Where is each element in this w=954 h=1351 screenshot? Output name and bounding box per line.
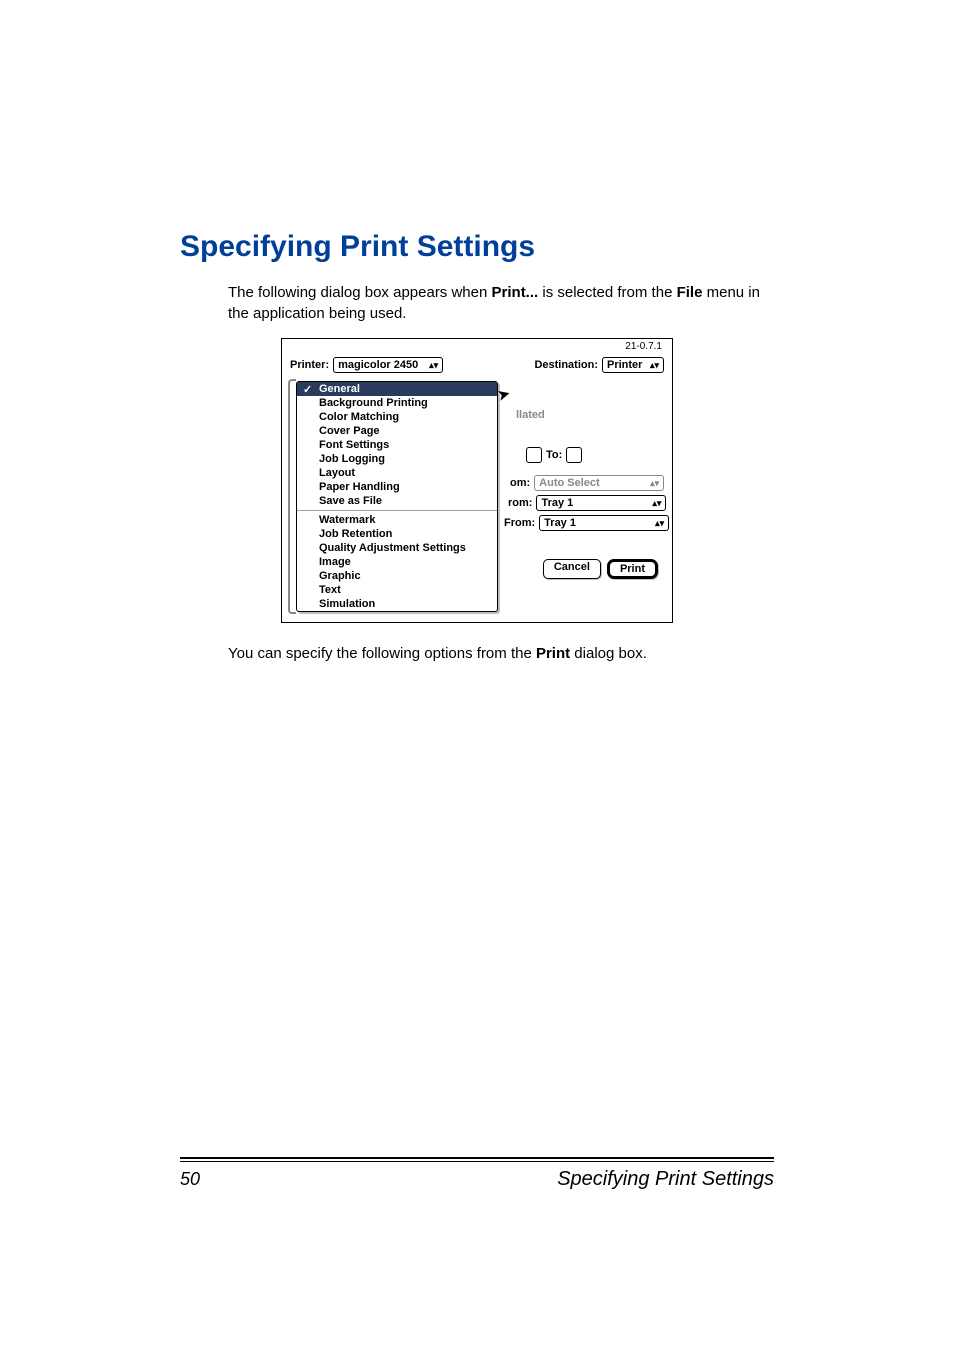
rom-select[interactable]: Tray 1 ▴▾ <box>536 495 666 511</box>
menu-item-quality-adjustment[interactable]: Quality Adjustment Settings <box>297 541 497 555</box>
menu-separator <box>297 510 497 511</box>
to-label: To: <box>546 449 562 461</box>
page-footer: 50 Specifying Print Settings <box>180 1157 774 1191</box>
dialog-illustration: 21-0.7.1 Printer: magicolor 2450 ▴▾ Dest… <box>180 338 774 623</box>
menu-item-general[interactable]: General <box>297 382 497 396</box>
outro-suffix: dialog box. <box>570 645 647 662</box>
partial-label-rom: rom: <box>508 497 532 509</box>
intro-bold2: File <box>677 284 703 301</box>
cancel-button[interactable]: Cancel <box>543 559 601 579</box>
destination-select-value: Printer <box>607 359 642 371</box>
from-select[interactable]: Tray 1 ▴▾ <box>539 515 669 531</box>
updown-icon: ▴▾ <box>651 519 664 528</box>
om-select-value: Auto Select <box>539 477 600 489</box>
intro-prefix: The following dialog box appears when <box>228 284 492 301</box>
from-label: From: <box>504 517 535 529</box>
range-to-field[interactable] <box>566 447 582 463</box>
printer-select-value: magicolor 2450 <box>338 359 418 371</box>
destination-select[interactable]: Printer ▴▾ <box>602 357 664 373</box>
printer-label: Printer: <box>290 359 329 371</box>
intro-bold1: Print... <box>492 284 539 301</box>
range-from-field[interactable] <box>526 447 542 463</box>
menu-item-paper-handling[interactable]: Paper Handling <box>297 480 497 494</box>
outro-paragraph: You can specify the following options fr… <box>228 643 774 664</box>
dialog-right-panel: llated To: om: Auto Select ▴▾ <box>496 381 658 612</box>
dialog-top-row: Printer: magicolor 2450 ▴▾ Destination: … <box>290 357 664 373</box>
partial-text-llated: llated <box>516 409 545 421</box>
menu-item-layout[interactable]: Layout <box>297 466 497 480</box>
printer-select[interactable]: magicolor 2450 ▴▾ <box>333 357 443 373</box>
menu-item-save-as-file[interactable]: Save as File <box>297 494 497 508</box>
menu-item-job-logging[interactable]: Job Logging <box>297 452 497 466</box>
print-button[interactable]: Print <box>609 561 656 577</box>
print-dialog: 21-0.7.1 Printer: magicolor 2450 ▴▾ Dest… <box>281 338 673 623</box>
menu-item-cover-page[interactable]: Cover Page <box>297 424 497 438</box>
from-select-value: Tray 1 <box>544 517 576 529</box>
updown-icon: ▴▾ <box>646 361 659 370</box>
om-select[interactable]: Auto Select ▴▾ <box>534 475 664 491</box>
menu-item-graphic[interactable]: Graphic <box>297 569 497 583</box>
dialog-version: 21-0.7.1 <box>625 341 662 352</box>
menu-item-watermark[interactable]: Watermark <box>297 513 497 527</box>
intro-mid: is selected from the <box>538 284 676 301</box>
rom-select-value: Tray 1 <box>541 497 573 509</box>
page-heading: Specifying Print Settings <box>180 230 774 264</box>
menu-item-image[interactable]: Image <box>297 555 497 569</box>
dialog-body: ➤ General Background Printing Color Matc… <box>296 381 664 612</box>
partial-label-om: om: <box>510 477 530 489</box>
updown-icon: ▴▾ <box>425 361 438 370</box>
footer-rule-thick <box>180 1157 774 1159</box>
footer-rule-thin <box>180 1161 774 1162</box>
groupbox-border <box>288 379 296 614</box>
outro-bold: Print <box>536 645 570 662</box>
intro-paragraph: The following dialog box appears when Pr… <box>228 282 774 324</box>
menu-item-background-printing[interactable]: Background Printing <box>297 396 497 410</box>
menu-item-job-retention[interactable]: Job Retention <box>297 527 497 541</box>
menu-item-text[interactable]: Text <box>297 583 497 597</box>
footer-title: Specifying Print Settings <box>557 1168 774 1191</box>
destination-label: Destination: <box>534 359 598 371</box>
options-menu[interactable]: General Background Printing Color Matchi… <box>296 381 498 612</box>
page-number: 50 <box>180 1169 200 1190</box>
menu-item-color-matching[interactable]: Color Matching <box>297 410 497 424</box>
menu-item-simulation[interactable]: Simulation <box>297 597 497 611</box>
menu-item-font-settings[interactable]: Font Settings <box>297 438 497 452</box>
updown-icon: ▴▾ <box>648 499 661 508</box>
outro-prefix: You can specify the following options fr… <box>228 645 536 662</box>
updown-icon: ▴▾ <box>646 479 659 488</box>
